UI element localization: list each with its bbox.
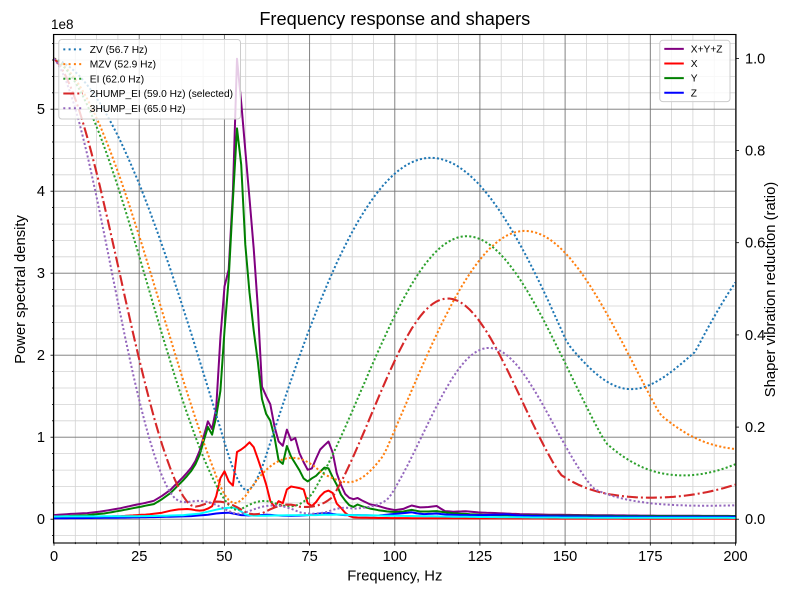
svg-text:1: 1 — [37, 430, 45, 446]
svg-text:175: 175 — [638, 549, 662, 565]
svg-text:2HUMP_EI (59.0 Hz) (selected): 2HUMP_EI (59.0 Hz) (selected) — [90, 89, 233, 100]
svg-text:4: 4 — [37, 184, 45, 200]
svg-text:1.0: 1.0 — [745, 51, 765, 67]
svg-text:X: X — [691, 59, 698, 70]
svg-text:25: 25 — [131, 549, 147, 565]
svg-text:0.8: 0.8 — [745, 143, 765, 159]
svg-text:0.4: 0.4 — [745, 328, 765, 344]
svg-text:125: 125 — [468, 549, 492, 565]
svg-text:0.6: 0.6 — [745, 236, 765, 252]
svg-text:0: 0 — [37, 512, 45, 528]
svg-text:0.2: 0.2 — [745, 420, 765, 436]
svg-text:50: 50 — [216, 549, 232, 565]
svg-text:0: 0 — [50, 549, 58, 565]
svg-text:3HUMP_EI (65.0 Hz): 3HUMP_EI (65.0 Hz) — [90, 104, 186, 115]
svg-text:150: 150 — [553, 549, 577, 565]
svg-text:3: 3 — [37, 266, 45, 282]
svg-text:MZV (52.9 Hz): MZV (52.9 Hz) — [90, 60, 156, 71]
svg-text:0.0: 0.0 — [745, 512, 765, 528]
svg-text:Shaper vibration reduction (ra: Shaper vibration reduction (ratio) — [763, 182, 779, 398]
svg-text:75: 75 — [301, 549, 317, 565]
svg-text:EI (62.0 Hz): EI (62.0 Hz) — [90, 74, 144, 85]
svg-text:2: 2 — [37, 348, 45, 364]
svg-text:Frequency, Hz: Frequency, Hz — [347, 569, 442, 585]
svg-text:5: 5 — [37, 102, 45, 118]
svg-text:Z: Z — [691, 88, 697, 99]
svg-text:X+Y+Z: X+Y+Z — [691, 45, 723, 56]
svg-text:Frequency response and shapers: Frequency response and shapers — [259, 9, 530, 29]
svg-text:Power spectral density: Power spectral density — [13, 214, 29, 363]
svg-text:ZV (56.7 Hz): ZV (56.7 Hz) — [90, 45, 148, 56]
svg-text:Y: Y — [691, 74, 698, 85]
svg-text:200: 200 — [723, 549, 747, 565]
svg-text:1e8: 1e8 — [51, 17, 74, 32]
svg-text:100: 100 — [383, 549, 407, 565]
